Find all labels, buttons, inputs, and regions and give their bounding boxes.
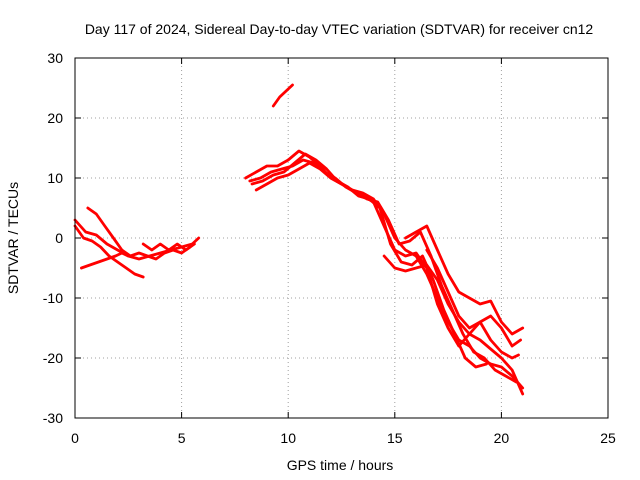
- y-tick-label: -20: [43, 350, 63, 366]
- plot-frame: [74, 57, 609, 419]
- y-tick-label: -10: [43, 290, 63, 306]
- x-tick-label: 10: [280, 430, 296, 446]
- series-line-s5: [141, 242, 196, 252]
- y-tick-label: 20: [47, 110, 63, 126]
- series-line-s7: [244, 149, 525, 390]
- y-tick-label: 10: [47, 170, 63, 186]
- series-line-s13: [425, 248, 522, 348]
- series-line-s2: [73, 224, 145, 279]
- y-axis-label: SDTVAR / TECUs: [5, 182, 21, 294]
- x-axis-label: GPS time / hours: [287, 457, 394, 473]
- x-tick-label: 20: [494, 430, 510, 446]
- y-tick-label: 0: [55, 230, 63, 246]
- series-line-s6: [271, 83, 294, 108]
- x-tick-label: 5: [178, 430, 186, 446]
- x-tick-label: 15: [387, 430, 403, 446]
- y-tick-label: 30: [47, 50, 63, 66]
- y-tick-label: -30: [43, 410, 63, 426]
- data-series: [73, 83, 525, 396]
- series-line-s11: [382, 254, 525, 396]
- series-line-s12: [404, 224, 525, 336]
- chart-title: Day 117 of 2024, Sidereal Day-to-day VTE…: [85, 21, 594, 37]
- series-line-s4: [86, 206, 192, 261]
- series-line-s3: [80, 251, 130, 270]
- series-line-s8: [248, 158, 518, 384]
- series-line-s10: [250, 152, 488, 369]
- grid: [75, 58, 608, 418]
- x-tick-label: 25: [600, 430, 616, 446]
- axis-ticks: 0 5 10 15 20 25 -30 -20 -10 0 10 20 30: [43, 50, 616, 446]
- x-tick-label: 0: [71, 430, 79, 446]
